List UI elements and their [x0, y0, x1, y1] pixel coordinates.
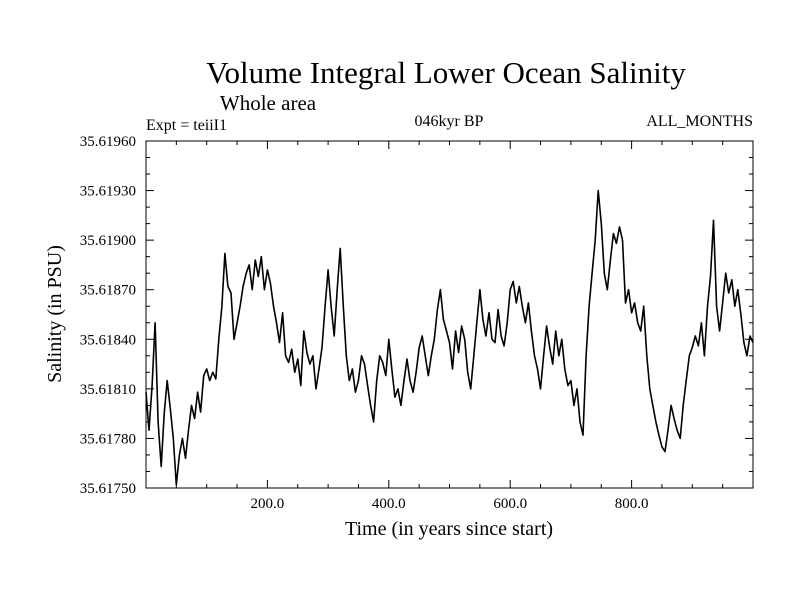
period-label: 046kyr BP: [415, 113, 484, 130]
x-tick-label: 400.0: [372, 496, 406, 512]
x-axis-label: Time (in years since start): [345, 518, 553, 540]
chart-subtitle: Whole area: [220, 91, 317, 115]
y-tick-label: 35.61900: [80, 233, 136, 249]
y-axis: 35.61750 35.61780 35.61810 35.61840 35.61870…: [80, 134, 753, 497]
y-tick-label: 35.61840: [80, 332, 136, 348]
x-tick-label: 200.0: [251, 496, 285, 512]
y-tick-label: 35.61960: [80, 134, 136, 150]
chart-title: Volume Integral Lower Ocean Salinity: [206, 55, 686, 90]
salinity-series-line: [145, 189, 754, 486]
y-axis-label: Salinity (in PSU): [44, 245, 66, 383]
y-tick-label: 35.61810: [80, 382, 136, 398]
x-axis: 200.0 400.0 600.0 800.0: [175, 141, 724, 512]
y-tick-label: 35.61780: [80, 431, 136, 447]
y-tick-label: 35.61750: [80, 481, 136, 497]
y-tick-label: 35.61870: [80, 283, 136, 299]
x-tick-label: 800.0: [615, 496, 649, 512]
experiment-label: Expt = teiiI1: [146, 117, 227, 134]
months-label: ALL_MONTHS: [646, 113, 753, 130]
x-tick-label: 600.0: [493, 496, 527, 512]
plot-frame: [145, 140, 754, 489]
y-tick-label: 35.61930: [80, 184, 136, 200]
